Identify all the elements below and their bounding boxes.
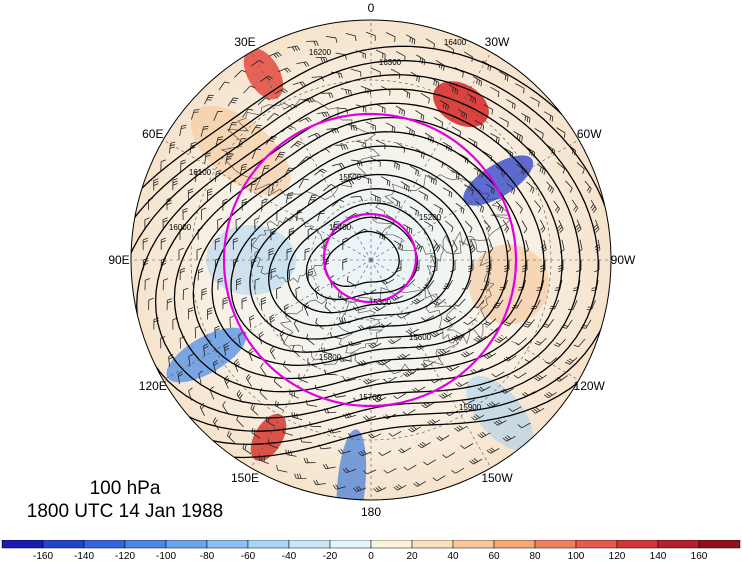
contour-label: 15400 xyxy=(329,223,352,232)
contour-label: 16300 xyxy=(379,58,402,67)
colorbar-box xyxy=(575,540,618,549)
colorbar-tick-label: 80 xyxy=(529,551,541,561)
colorbar-tick-label: 140 xyxy=(650,551,667,561)
colorbar-box xyxy=(165,540,208,549)
anomaly-colorbar: -160 -140 -120 -100 -80 -60 -40 -20 0 20 40 60 80 100… xyxy=(1,540,741,561)
longitude-label: 120E xyxy=(139,379,167,393)
contour-label: 15500 xyxy=(339,173,362,182)
longitude-label: 180 xyxy=(361,505,381,519)
colorbar-tick-label: -120 xyxy=(115,551,135,561)
colorbar-tick-label: 40 xyxy=(447,551,459,561)
colorbar-box xyxy=(83,540,126,549)
colorbar-box xyxy=(534,540,577,549)
contour-label: 15700 xyxy=(359,393,382,402)
colorbar-tick-label: -40 xyxy=(282,551,297,561)
longitude-label: 150E xyxy=(231,471,259,485)
colorbar-box xyxy=(206,540,249,549)
map-border xyxy=(130,19,612,501)
contour-label: 15200 xyxy=(419,213,442,222)
longitude-label: 30E xyxy=(234,35,255,49)
colorbar-boxes xyxy=(1,540,741,549)
anomaly-warm-100w xyxy=(468,244,549,325)
anomaly-negative-60w xyxy=(463,155,534,206)
longitude-label: 30W xyxy=(485,35,510,49)
colorbar-box xyxy=(657,540,700,549)
contour-label: 16200 xyxy=(309,48,332,57)
colorbar-tick-labels: -160 -140 -120 -100 -80 -60 -40 -20 0 20 40 60 80 100… xyxy=(33,551,708,561)
colorbar-box xyxy=(452,540,495,549)
contour-label: 16000 xyxy=(169,223,192,232)
longitude-label: 60W xyxy=(577,127,602,141)
longitude-label: 90E xyxy=(108,253,129,267)
longitude-labels: 0 30W 60W 90W 120W 150W 180 150E 120E 90E 60E 30E xyxy=(108,1,636,519)
colorbar-box xyxy=(124,540,167,549)
map-disc: 16400 16300 16200 16100 16000 15900 15800 15700… xyxy=(131,20,611,500)
pressure-level-caption: 100 hPa xyxy=(89,478,161,499)
colorbar-tick-label: -60 xyxy=(241,551,256,561)
colorbar-tick-label: 60 xyxy=(488,551,500,561)
contour-labels: 16400 16300 16200 16100 16000 15900 15800 15700… xyxy=(169,38,482,412)
colorbar-box xyxy=(493,540,536,549)
contour-label: 15900 xyxy=(459,403,482,412)
colorbar-tick-label: -100 xyxy=(156,551,176,561)
colorbar-tick-label: 120 xyxy=(609,551,626,561)
anomaly-positive-30e xyxy=(243,48,284,100)
colorbar-box xyxy=(616,540,659,549)
colorbar-tick-label: 100 xyxy=(568,551,585,561)
colorbar-tick-label: 0 xyxy=(368,551,374,561)
polar-map: 16400 16300 16200 16100 16000 15900 15800 15700… xyxy=(108,1,636,519)
colorbar-tick-label: -140 xyxy=(74,551,94,561)
valid-time-caption: 1800 UTC 14 Jan 1988 xyxy=(26,501,224,522)
longitude-label: 0 xyxy=(368,1,375,15)
contour-label: 16400 xyxy=(444,38,467,47)
longitude-label: 150W xyxy=(481,471,513,485)
longitude-label: 90W xyxy=(611,253,636,267)
colorbar-box xyxy=(411,540,454,549)
contour-label: 15800 xyxy=(319,353,342,362)
anomaly-negative-120e xyxy=(166,327,247,383)
anomaly-negative-180 xyxy=(336,429,367,500)
colorbar-tick-label: -20 xyxy=(323,551,338,561)
colorbar-box xyxy=(288,540,331,549)
colorbar-box xyxy=(698,540,741,549)
contour-label: 16100 xyxy=(189,168,212,177)
contour-label: 15300 xyxy=(369,298,392,307)
colorbar-tick-label: -160 xyxy=(33,551,53,561)
longitude-label: 120W xyxy=(574,379,606,393)
colorbar-box xyxy=(1,540,44,549)
contour-label: 15600 xyxy=(409,333,432,342)
colorbar-tick-label: -80 xyxy=(200,551,215,561)
colorbar-box xyxy=(247,540,290,549)
graticule xyxy=(131,20,611,500)
longitude-label: 60E xyxy=(142,127,163,141)
highlight-contours xyxy=(222,112,518,408)
colorbar-box xyxy=(370,540,413,549)
colorbar-tick-label: 20 xyxy=(406,551,418,561)
colorbar-box xyxy=(42,540,85,549)
anomaly-cool-140w xyxy=(466,375,534,451)
colorbar-tick-label: 160 xyxy=(691,551,708,561)
colorbar-box xyxy=(329,540,372,549)
